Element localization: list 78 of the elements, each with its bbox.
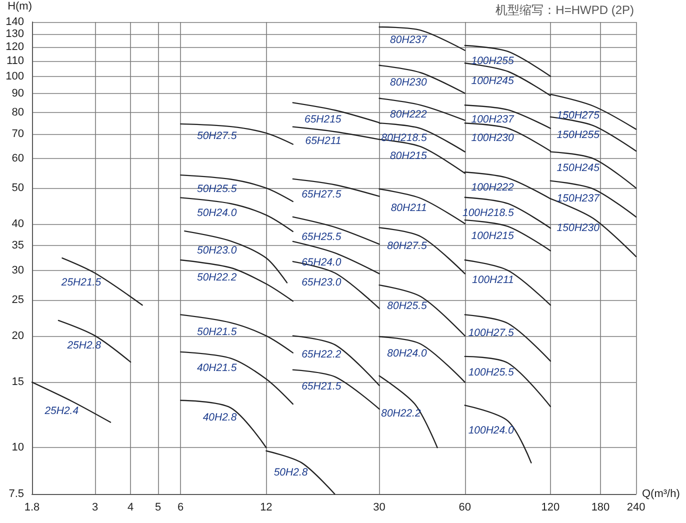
series-label: 80H230 [390, 76, 427, 88]
y-tick-label: 50 [12, 182, 24, 194]
y-tick-label: 100 [6, 70, 24, 82]
series-label: 150H237 [556, 192, 601, 205]
series-label: 40H21.5 [196, 362, 237, 374]
x-tick-label: 240 [626, 502, 646, 514]
series-label: 80H237 [390, 34, 428, 46]
series-label: 50H27.5 [196, 130, 237, 142]
series-label: 80H27.5 [387, 240, 427, 252]
y-axis-title: H(m) [8, 0, 32, 12]
y-tick-label: 70 [12, 128, 24, 140]
series-label: 65H24.0 [302, 256, 342, 269]
y-tick-label: 30 [12, 264, 24, 276]
series-label: 80H215 [390, 150, 427, 162]
y-tick-label: 35 [12, 240, 24, 252]
series-label: 80H222 [390, 108, 427, 121]
series-label: 80H218.5 [381, 132, 427, 144]
x-tick-label: 6 [178, 502, 184, 514]
series-label: 65H211 [305, 135, 342, 148]
series-label: 65H23.0 [302, 276, 342, 289]
y-tick-label: 10 [12, 442, 24, 454]
series-label: 100H255 [471, 54, 514, 67]
series-label: 100H215 [471, 230, 514, 242]
y-tick-label: 90 [12, 87, 24, 100]
y-tick-label: 25 [12, 294, 24, 306]
series-label: 50H25.5 [196, 182, 237, 195]
x-tick-label: 5 [155, 502, 162, 514]
series-label: 150H255 [556, 129, 600, 142]
series-label: 50H2.8 [274, 466, 308, 478]
y-tick-label: 120 [6, 40, 24, 53]
series-label: 80H24.0 [387, 348, 427, 360]
series-label: 40H2.8 [202, 411, 237, 424]
x-tick-label: 3 [92, 502, 98, 514]
series-label: 50H23.0 [196, 244, 237, 257]
series-label: 25H21.5 [60, 276, 102, 289]
y-tick-label: 60 [12, 152, 24, 165]
series-label: 65H25.5 [302, 230, 342, 243]
series-label: 25H2.4 [44, 405, 79, 418]
series-label: 150H275 [556, 110, 600, 122]
series-label: 100H25.5 [468, 366, 514, 378]
series-label: 25H2.8 [66, 339, 102, 352]
y-tick-label: 20 [12, 330, 24, 342]
x-tick-label: 120 [541, 502, 560, 514]
series-label: 65H22.2 [302, 348, 342, 360]
series-label: 50H21.5 [196, 326, 237, 338]
series-label: 65H215 [304, 114, 342, 126]
x-tick-label: 180 [591, 502, 610, 514]
y-tick-label: 110 [6, 54, 24, 67]
series-label: 100H237 [471, 113, 516, 126]
series-label: 100H211 [472, 274, 514, 286]
series-label: 150H230 [556, 222, 600, 234]
y-tick-label: 140 [6, 16, 24, 28]
series-label: 65H21.5 [302, 380, 342, 392]
x-tick-label: 30 [373, 502, 386, 514]
series-label: 50H24.0 [196, 207, 237, 220]
series-label: 100H230 [471, 132, 514, 144]
x-tick-label: 1.8 [24, 502, 40, 514]
x-tick-label: 60 [458, 502, 471, 514]
y-tick-label: 15 [12, 376, 24, 388]
y-tick-label: 40 [12, 218, 24, 230]
series-label: 50H22.2 [196, 271, 237, 284]
series-label: 100H218.5 [462, 207, 514, 220]
series-label: 150H245 [556, 162, 600, 174]
series-label: 100H245 [471, 74, 514, 87]
series-label: 100H222 [471, 182, 514, 194]
x-tick-label: 12 [260, 502, 272, 514]
y-tick-label: 80 [12, 106, 24, 118]
series-label: 80H211 [390, 202, 427, 214]
y-tick-label: 130 [6, 28, 24, 40]
x-axis-title: Q(m³/h) [642, 488, 680, 500]
text: 机型缩写：H=HWPD (2P) [496, 3, 634, 17]
x-tick-label: 4 [128, 502, 134, 514]
y-tick-label: 7.5 [8, 488, 24, 500]
series-label: 65H27.5 [302, 188, 342, 200]
series-label: 100H27.5 [468, 326, 514, 339]
series-label: 100H24.0 [468, 424, 514, 436]
series-label: 80H22.2 [381, 408, 421, 420]
series-label: 80H25.5 [387, 300, 427, 312]
